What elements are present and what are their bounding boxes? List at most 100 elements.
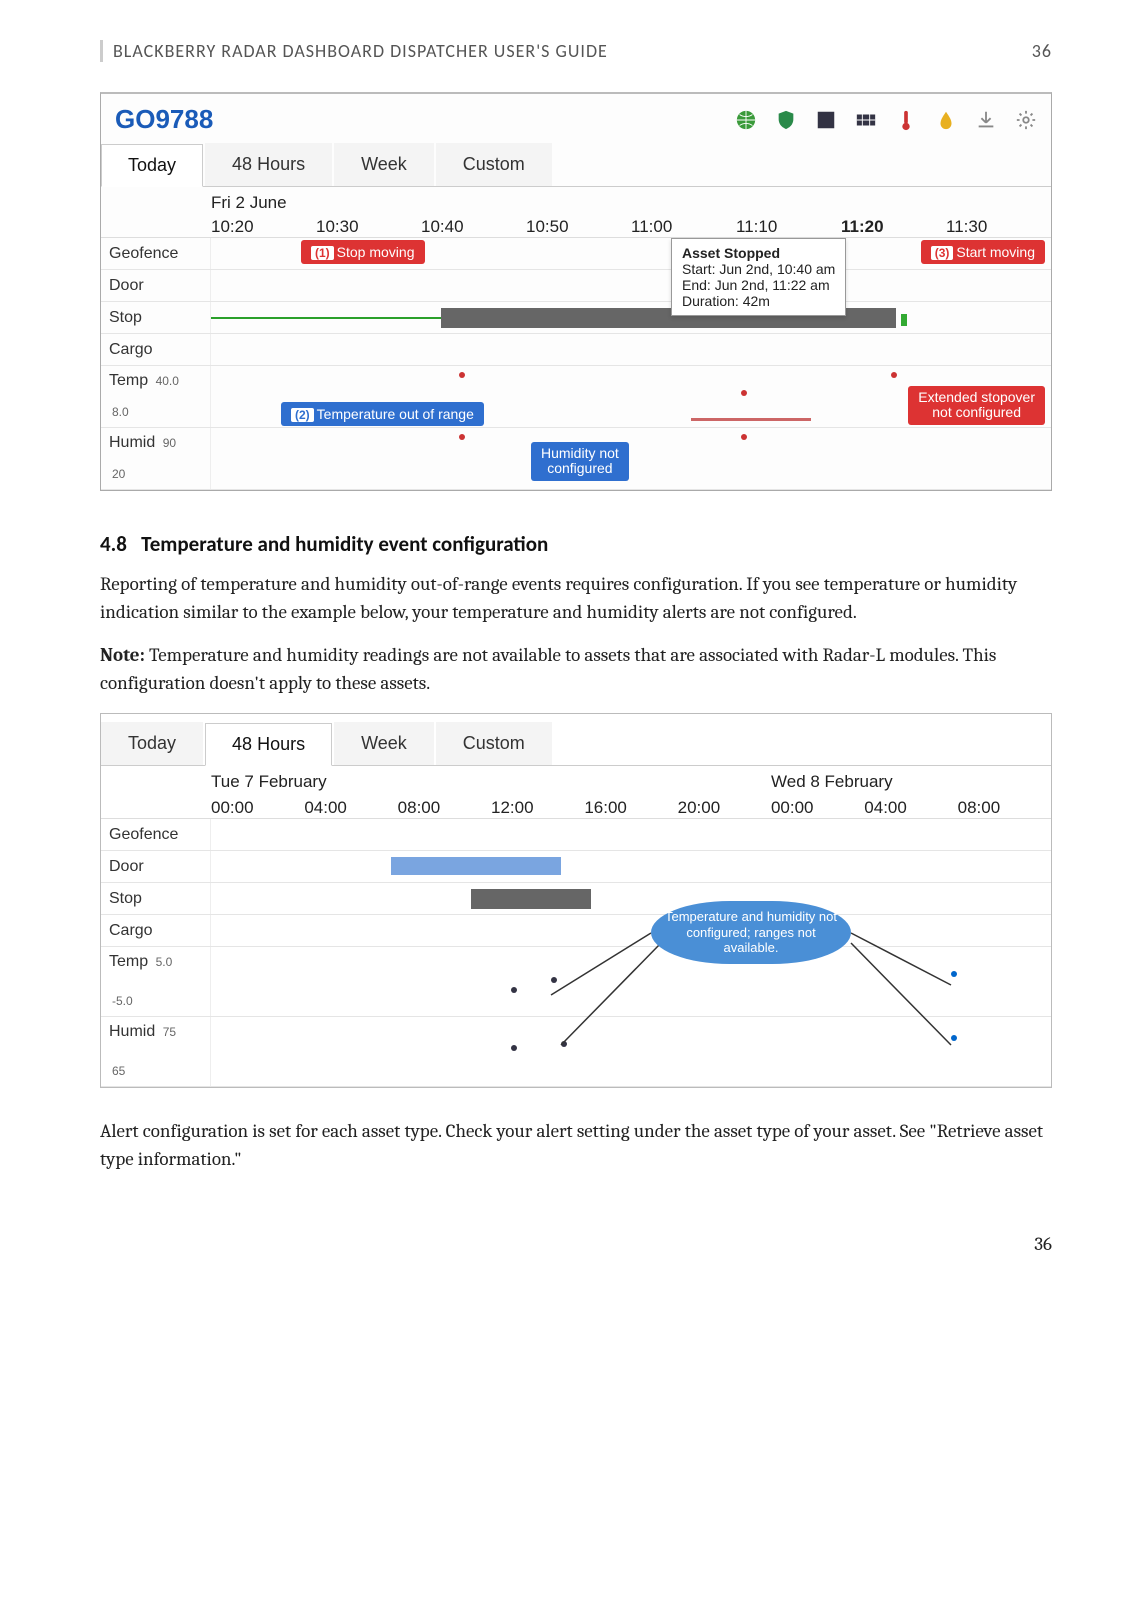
c2-temp-dot2 <box>551 977 557 983</box>
globe-icon[interactable] <box>735 109 757 131</box>
temp-min: 8.0 <box>112 405 129 419</box>
t2-3: 12:00 <box>491 798 584 818</box>
oval-callout: Temperature and humidity not configured;… <box>651 901 851 964</box>
section-heading: 4.8 Temperature and humidity event confi… <box>100 531 1052 557</box>
chart1-times: 10:20 10:30 10:40 10:50 11:00 11:10 11:2… <box>101 217 1051 238</box>
chart-hours: Today 48 Hours Week Custom Tue 7 Februar… <box>100 713 1052 1088</box>
section-title: Temperature and humidity event configura… <box>141 531 548 557</box>
cargo-icon[interactable] <box>855 109 877 131</box>
callout-start-moving: (3)Start moving <box>921 240 1045 264</box>
callout-text-2: Temperature out of range <box>317 406 474 422</box>
moving-arrow-1 <box>211 317 441 319</box>
row-door: Door <box>101 270 1051 302</box>
chart-go9788: GO9788 Today 48 Hours Week Custom Fri 2 … <box>100 92 1052 491</box>
tt-start: Start: Jun 2nd, 10:40 am <box>682 261 835 277</box>
humid-text: Humid <box>109 434 155 451</box>
c2-humid-arrow <box>951 1035 957 1041</box>
humid-dot-2 <box>741 434 747 440</box>
tab2-48hours[interactable]: 48 Hours <box>205 723 332 766</box>
row-temp: Temp 40.0 8.0 (2)Temperature out of rang… <box>101 366 1051 428</box>
doc-title: BLACKBERRY RADAR DASHBOARD DISPATCHER US… <box>113 40 608 62</box>
temp-range-bar <box>691 418 811 421</box>
t2-0: 00:00 <box>211 798 304 818</box>
c2-humid-max: 75 <box>163 1025 176 1039</box>
tab2-today[interactable]: Today <box>101 722 203 765</box>
t2-7: 04:00 <box>864 798 957 818</box>
c2-label-door: Door <box>101 851 211 882</box>
tab2-custom[interactable]: Custom <box>436 722 552 765</box>
t2-8: 08:00 <box>958 798 1051 818</box>
tt-title: Asset Stopped <box>682 245 780 261</box>
tabs-chart1: Today 48 Hours Week Custom <box>101 143 1051 187</box>
download-icon[interactable] <box>975 109 997 131</box>
time-6: 11:20 <box>841 217 946 237</box>
c2-temp-min: -5.0 <box>112 994 133 1008</box>
chart2-date1: Tue 7 February <box>211 766 771 798</box>
c2-temp-max: 5.0 <box>156 955 173 969</box>
door-bar <box>391 857 561 875</box>
tab-today[interactable]: Today <box>101 144 203 187</box>
row-stop: Stop <box>101 302 1051 334</box>
row-cargo: Cargo <box>101 334 1051 366</box>
time-3: 10:50 <box>526 217 631 237</box>
note-label: Note: <box>100 644 145 666</box>
c2-row-geofence: Geofence <box>101 819 1051 851</box>
chart2-times: 00:00 04:00 08:00 12:00 16:00 20:00 00:0… <box>101 798 1051 819</box>
temp-icon[interactable] <box>895 109 917 131</box>
page-number-bottom: 36 <box>100 1233 1052 1255</box>
callout-humidity-nc: Humidity notconfigured <box>531 442 629 481</box>
label-temp: Temp 40.0 8.0 <box>101 366 211 427</box>
gear-icon[interactable] <box>1015 109 1037 131</box>
label-geofence: Geofence <box>101 238 211 269</box>
callout-text-3: Start moving <box>956 244 1035 260</box>
paragraph-2: Alert configuration is set for each asse… <box>100 1118 1052 1173</box>
time-5: 11:10 <box>736 217 841 237</box>
label-stop: Stop <box>101 302 211 333</box>
icon-toolbar <box>735 109 1037 131</box>
t2-5: 20:00 <box>678 798 771 818</box>
paragraph-note: Note: Temperature and humidity readings … <box>100 642 1052 697</box>
tab2-week[interactable]: Week <box>334 722 434 765</box>
c2-label-cargo: Cargo <box>101 915 211 946</box>
callout-text-1: Stop moving <box>337 244 415 260</box>
time-4: 11:00 <box>631 217 736 237</box>
tab-custom[interactable]: Custom <box>436 143 552 186</box>
t2-6: 00:00 <box>771 798 864 818</box>
c2-row-cargo: Cargo Temperature and humidity not confi… <box>101 915 1051 947</box>
c2-row-humid: Humid 75 65 <box>101 1017 1051 1087</box>
callout-temp-range: (2)Temperature out of range <box>281 402 484 426</box>
c2-humid-min: 65 <box>112 1064 125 1078</box>
callout-num-3: (3) <box>931 246 954 260</box>
row-geofence: Geofence (1)Stop moving Asset Stopped St… <box>101 238 1051 270</box>
page-number-top: 36 <box>1032 40 1052 62</box>
asset-stopped-tooltip: Asset Stopped Start: Jun 2nd, 10:40 am E… <box>671 238 846 316</box>
time-7: 11:30 <box>946 217 1051 237</box>
c2-stop-bar <box>471 889 591 909</box>
callout-num-2: (2) <box>291 408 314 422</box>
shield-icon[interactable] <box>775 109 797 131</box>
tab-48hours[interactable]: 48 Hours <box>205 143 332 186</box>
tab-week[interactable]: Week <box>334 143 434 186</box>
temp-dot-3 <box>891 372 897 378</box>
temp-max: 40.0 <box>156 374 179 388</box>
time-2: 10:40 <box>421 217 526 237</box>
c2-label-humid: Humid 75 65 <box>101 1017 211 1086</box>
c2-temp-text: Temp <box>109 953 148 970</box>
label-humid: Humid 90 20 <box>101 428 211 489</box>
callout-stop-moving: (1)Stop moving <box>301 240 425 264</box>
callout-num-1: (1) <box>311 246 334 260</box>
c2-label-temp: Temp 5.0 -5.0 <box>101 947 211 1016</box>
humid-min: 20 <box>112 467 125 481</box>
c2-temp-arrow <box>951 971 957 977</box>
c2-humid-text: Humid <box>109 1023 155 1040</box>
temp-dot-2 <box>741 390 747 396</box>
humid-icon[interactable] <box>935 109 957 131</box>
c2-label-geofence: Geofence <box>101 819 211 850</box>
tt-dur: Duration: 42m <box>682 293 770 309</box>
stop-icon[interactable] <box>815 109 837 131</box>
start-marker <box>901 314 907 326</box>
asset-id: GO9788 <box>115 104 213 135</box>
tabs-chart2: Today 48 Hours Week Custom <box>101 722 1051 766</box>
temp-dot-1 <box>459 372 465 378</box>
t2-2: 08:00 <box>398 798 491 818</box>
